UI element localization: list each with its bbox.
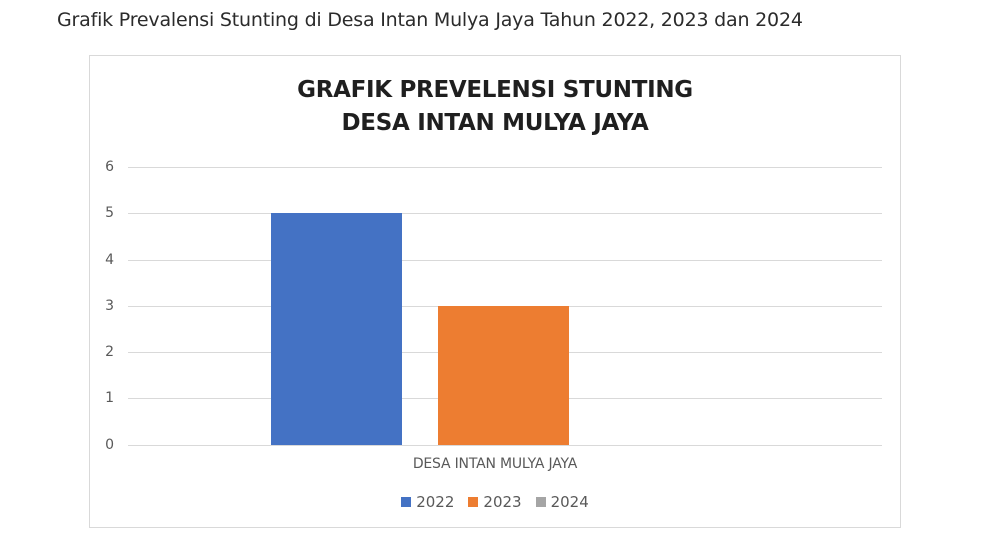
legend-item-2022: 2022 [401,493,454,511]
chart-title-line1: GRAFIK PREVELENSI STUNTING [297,77,693,103]
gridline-6 [128,167,882,168]
figure-caption: Grafik Prevalensi Stunting di Desa Intan… [57,9,803,31]
gridline-0 [128,445,882,446]
y-tick-4: 4 [105,252,114,268]
legend-swatch-2022 [401,497,412,507]
bar-2023 [438,306,569,445]
gridline-4 [128,260,882,261]
y-tick-2: 2 [105,344,114,360]
bar-2022 [271,213,402,445]
chart-frame: GRAFIK PREVELENSI STUNTING DESA INTAN MU… [89,55,901,528]
x-category-label: DESA INTAN MULYA JAYA [412,456,578,472]
y-tick-0: 0 [105,437,114,453]
legend-item-2024: 2024 [535,493,589,511]
y-tick-3: 3 [105,298,114,314]
y-tick-1: 1 [105,390,114,406]
legend-label-2023: 2023 [483,493,522,511]
gridline-5 [128,213,882,214]
y-tick-6: 6 [105,159,114,175]
legend-swatch-2023 [468,497,479,507]
chart-legend: 2022 2023 2024 [90,493,900,511]
legend-label-2022: 2022 [416,493,455,511]
legend-swatch-2024 [535,497,546,507]
y-tick-5: 5 [105,205,114,221]
legend-label-2024: 2024 [550,493,589,511]
chart-title-line2: DESA INTAN MULYA JAYA [341,110,649,136]
legend-item-2023: 2023 [468,493,522,511]
